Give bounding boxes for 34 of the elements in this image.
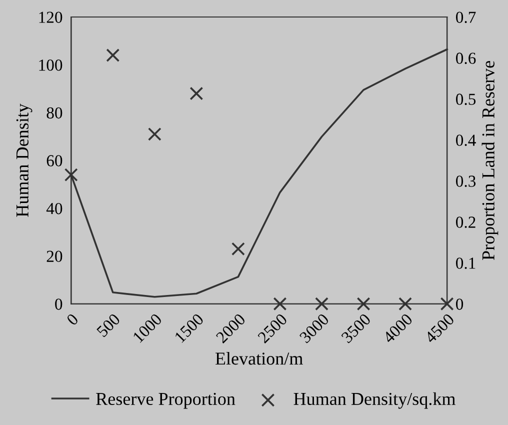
x-tick-label: 500	[96, 313, 121, 338]
x-tick-label: 0	[66, 313, 79, 326]
y-axis-title: Human Density	[16, 104, 32, 217]
point	[231, 242, 245, 256]
point	[273, 297, 287, 311]
y-tick-label: 80	[46, 107, 62, 119]
y-tick-label: 40	[46, 202, 62, 214]
point	[398, 297, 412, 311]
point	[315, 297, 328, 311]
y2-tick-label: 0.7	[456, 12, 476, 24]
legend-label: Reserve Proportion	[96, 392, 236, 409]
y2-tick-label: 0.2	[456, 216, 476, 228]
y-tick-label: 120	[39, 12, 62, 23]
y2-tick-label: 0.4	[456, 134, 476, 146]
point	[148, 127, 162, 141]
point	[64, 168, 78, 182]
point	[106, 48, 120, 62]
legend-label: Human Density/sq.km	[294, 392, 456, 409]
y2-axis-title: Proportion Land in Reserve	[482, 61, 498, 260]
y2-tick-label: 0.6	[456, 52, 476, 64]
y-tick-label: 20	[46, 250, 62, 262]
y2-tick-label: 0.5	[456, 94, 476, 105]
y2-tick-label: 0.3	[456, 176, 476, 187]
y2-tick-label: 0.1	[456, 258, 476, 269]
y-tick-label: 60	[46, 155, 62, 166]
x-tick-label: 4500	[424, 313, 455, 344]
y-tick-label: 100	[39, 60, 62, 71]
point	[190, 86, 204, 100]
point	[440, 297, 454, 311]
point	[356, 297, 370, 311]
x-axis-title: Elevation/m	[215, 352, 303, 365]
x-tick-label: 4000	[382, 313, 414, 344]
y2-tick-label: 0	[456, 298, 464, 310]
y-tick-label: 0	[55, 298, 62, 310]
